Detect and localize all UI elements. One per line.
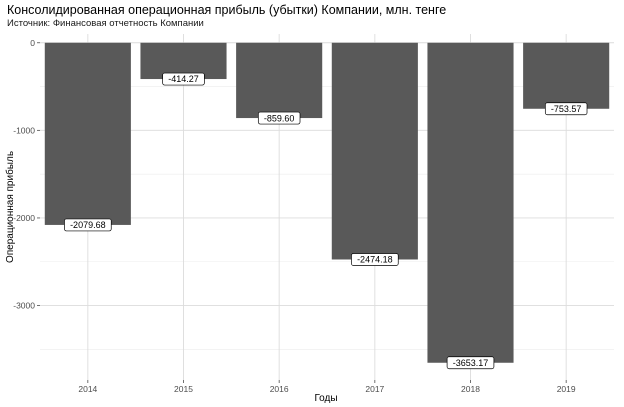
data-label-box xyxy=(64,218,112,232)
data-label-box xyxy=(162,72,205,86)
x-tick-label: 2015 xyxy=(174,384,193,394)
y-axis: 0 -1000 -2000 -3000 xyxy=(13,38,40,311)
bars xyxy=(44,42,610,363)
data-label-box xyxy=(351,253,399,266)
data-label-box xyxy=(446,356,495,370)
x-axis-title: Годы xyxy=(314,393,337,404)
data-label-box xyxy=(544,102,588,116)
bar-2017 xyxy=(331,42,418,260)
y-tick-label: 0 xyxy=(30,38,35,48)
x-tick-label: 2014 xyxy=(78,384,97,394)
data-labels: -2079.68 -414.27 -859.60 -2474.18 -3653.17 -7… xyxy=(64,72,588,370)
data-label: -859.60 xyxy=(264,113,295,123)
bar-2016 xyxy=(236,42,323,119)
x-tick-label: 2018 xyxy=(461,384,480,394)
data-label: -414.27 xyxy=(168,74,199,84)
data-label-box xyxy=(257,111,301,125)
y-axis-title: Операционная прибыль xyxy=(4,151,16,263)
data-label: -3653.17 xyxy=(453,358,489,368)
data-label: -2079.68 xyxy=(70,220,106,230)
data-label: -2474.18 xyxy=(357,255,393,265)
bar-2018 xyxy=(427,42,514,363)
x-axis: 2014 2015 2016 2017 2018 2019 xyxy=(78,380,576,394)
x-tick-label: 2019 xyxy=(557,384,576,394)
y-tick-label: -1000 xyxy=(13,125,35,135)
bar-2019 xyxy=(523,42,610,109)
data-label: -753.57 xyxy=(551,104,582,114)
x-tick-label: 2017 xyxy=(365,384,384,394)
bar-2014 xyxy=(44,42,131,225)
chart-subtitle: Источник: Финансовая отчетность Компании xyxy=(7,18,204,29)
chart-title: Консолидированная операционная прибыль (… xyxy=(7,3,447,17)
y-tick-label: -3000 xyxy=(13,301,35,311)
y-tick-label: -2000 xyxy=(13,213,35,223)
x-tick-label: 2016 xyxy=(270,384,289,394)
